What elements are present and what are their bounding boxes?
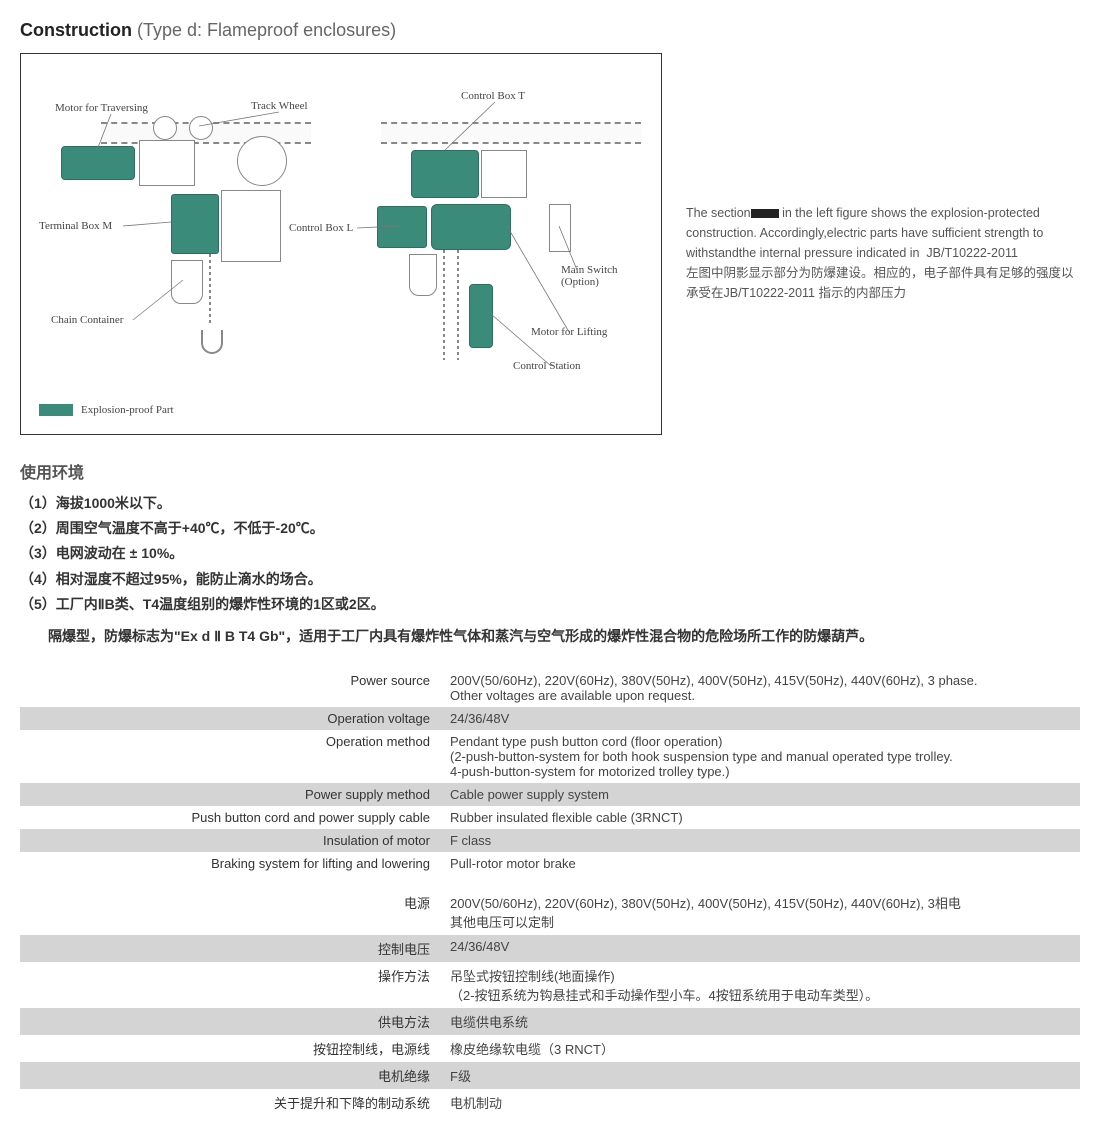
label-terminal-box-m: Terminal Box M: [39, 220, 112, 232]
spec-value: F class: [440, 829, 1080, 852]
top-row: Motor for Traversing Track Wheel Termina…: [20, 53, 1080, 435]
spec-key: Push button cord and power supply cable: [20, 806, 440, 829]
control-station-body: [469, 284, 493, 348]
env-item-3: （3）电网波动在 ± 10%。: [20, 541, 1080, 566]
page-heading: Construction (Type d: Flameproof enclosu…: [20, 20, 1080, 41]
env-item-4: （4）相对湿度不超过95%，能防止滴水的场合。: [20, 567, 1080, 592]
left-wheel-1: [153, 116, 177, 140]
spec-key: Power supply method: [20, 783, 440, 806]
motor-traversing-body: [61, 146, 135, 180]
label-control-box-l: Control Box L: [289, 222, 353, 234]
spec-key: Power source: [20, 669, 440, 707]
spec-value: F级: [440, 1062, 1080, 1089]
spec-key: 电源: [20, 889, 440, 935]
table-row: Operation methodPendant type push button…: [20, 730, 1080, 783]
left-gearbox: [139, 140, 195, 186]
env-block: 使用环境 （1）海拔1000米以下。 （2）周围空气温度不高于+40℃，不低于-…: [20, 459, 1080, 649]
env-desc: 隔爆型，防爆标志为"Ex d Ⅱ B T4 Gb"，适用于工厂内具有爆炸性气体和…: [20, 625, 1080, 649]
table-row: 关于提升和下降的制动系统电机制动: [20, 1089, 1080, 1116]
terminal-box-m-body: [171, 194, 219, 254]
label-track-wheel: Track Wheel: [251, 100, 308, 112]
spec-key: 控制电压: [20, 935, 440, 962]
env-item-2: （2）周围空气温度不高于+40℃，不低于-20℃。: [20, 516, 1080, 541]
spec-value: Pendant type push button cord (floor ope…: [440, 730, 1080, 783]
spec-table-zh: 电源200V(50/60Hz), 220V(60Hz), 380V(50Hz),…: [20, 889, 1080, 1116]
spec-table-en: Power source200V(50/60Hz), 220V(60Hz), 3…: [20, 669, 1080, 875]
spec-value: 200V(50/60Hz), 220V(60Hz), 380V(50Hz), 4…: [440, 889, 1080, 935]
table-row: Operation voltage24/36/48V: [20, 707, 1080, 730]
spec-key: 电机绝缘: [20, 1062, 440, 1089]
spec-key: Operation voltage: [20, 707, 440, 730]
right-gearbox: [481, 150, 527, 198]
table-row: 电源200V(50/60Hz), 220V(60Hz), 380V(50Hz),…: [20, 889, 1080, 935]
left-load-chain: [209, 254, 211, 324]
spec-value: 电机制动: [440, 1089, 1080, 1116]
table-row: 控制电压24/36/48V: [20, 935, 1080, 962]
label-chain-container: Chain Container: [51, 314, 123, 326]
left-chain-bag: [171, 260, 203, 304]
table-row: 按钮控制线，电源线橡皮绝缘软电缆（3 RNCT）: [20, 1035, 1080, 1062]
table-row: Power source200V(50/60Hz), 220V(60Hz), 3…: [20, 669, 1080, 707]
diagram-box: Motor for Traversing Track Wheel Termina…: [20, 53, 662, 435]
spec-key: 按钮控制线，电源线: [20, 1035, 440, 1062]
label-control-box-t: Control Box T: [461, 90, 525, 102]
table-row: Insulation of motorF class: [20, 829, 1080, 852]
side-text-zh: 左图中阴影显示部分为防爆建设。相应的，电子部件具有足够的强度以承受在JB/T10…: [686, 263, 1080, 303]
left-lift-body: [221, 190, 281, 262]
control-box-t-body: [411, 150, 479, 198]
spec-value: Pull-rotor motor brake: [440, 852, 1080, 875]
spec-value: 吊坠式按钮控制线(地面操作)（2-按钮系统为钩悬挂式和手动操作型小车。4按钮系统…: [440, 962, 1080, 1008]
env-item-5: （5）工厂内ⅡB类、T4温度组别的爆炸性环境的1区或2区。: [20, 592, 1080, 617]
spec-key: 供电方法: [20, 1008, 440, 1035]
spec-value: 橡皮绝缘软电缆（3 RNCT）: [440, 1035, 1080, 1062]
left-wheel-2: [189, 116, 213, 140]
inline-swatch: [751, 209, 779, 218]
left-hook: [201, 330, 223, 354]
spec-value: 24/36/48V: [440, 935, 1080, 962]
table-row: 供电方法电缆供电系统: [20, 1008, 1080, 1035]
heading-bold: Construction: [20, 20, 132, 40]
side-text-en: The section in the left figure shows the…: [686, 203, 1080, 263]
table-row: Power supply methodCable power supply sy…: [20, 783, 1080, 806]
label-main-switch: Main Switch (Option): [561, 264, 651, 288]
main-switch-body: [549, 204, 571, 252]
motor-lift-body: [431, 204, 511, 250]
env-item-1: （1）海拔1000米以下。: [20, 491, 1080, 516]
spec-value: Cable power supply system: [440, 783, 1080, 806]
spec-value: 200V(50/60Hz), 220V(60Hz), 380V(50Hz), 4…: [440, 669, 1080, 707]
label-motor-lift: Motor for Lifting: [531, 326, 607, 338]
heading-light: (Type d: Flameproof enclosures): [132, 20, 396, 40]
legend-text: Explosion-proof Part: [81, 404, 174, 416]
spec-value: 电缆供电系统: [440, 1008, 1080, 1035]
spec-key: Insulation of motor: [20, 829, 440, 852]
spec-value: Rubber insulated flexible cable (3RNCT): [440, 806, 1080, 829]
table-row: Braking system for lifting and loweringP…: [20, 852, 1080, 875]
table-row: 电机绝缘F级: [20, 1062, 1080, 1089]
spec-key: Operation method: [20, 730, 440, 783]
right-chain-bag: [409, 254, 437, 296]
track-right: [381, 122, 641, 144]
label-control-station: Control Station: [513, 360, 581, 372]
spec-key: 关于提升和下降的制动系统: [20, 1089, 440, 1116]
control-box-l-body: [377, 206, 427, 248]
right-load-chain-1: [443, 250, 445, 360]
label-motor-trav: Motor for Traversing: [55, 102, 148, 114]
table-row: Push button cord and power supply cableR…: [20, 806, 1080, 829]
table-row: 操作方法吊坠式按钮控制线(地面操作)（2-按钮系统为钩悬挂式和手动操作型小车。4…: [20, 962, 1080, 1008]
left-hand-chain: [237, 136, 287, 186]
right-load-chain-2: [457, 250, 459, 360]
spec-key: 操作方法: [20, 962, 440, 1008]
env-title: 使用环境: [20, 459, 1080, 483]
side-text: The section in the left figure shows the…: [686, 53, 1080, 303]
legend-swatch: [39, 404, 73, 416]
spec-value: 24/36/48V: [440, 707, 1080, 730]
spec-key: Braking system for lifting and lowering: [20, 852, 440, 875]
